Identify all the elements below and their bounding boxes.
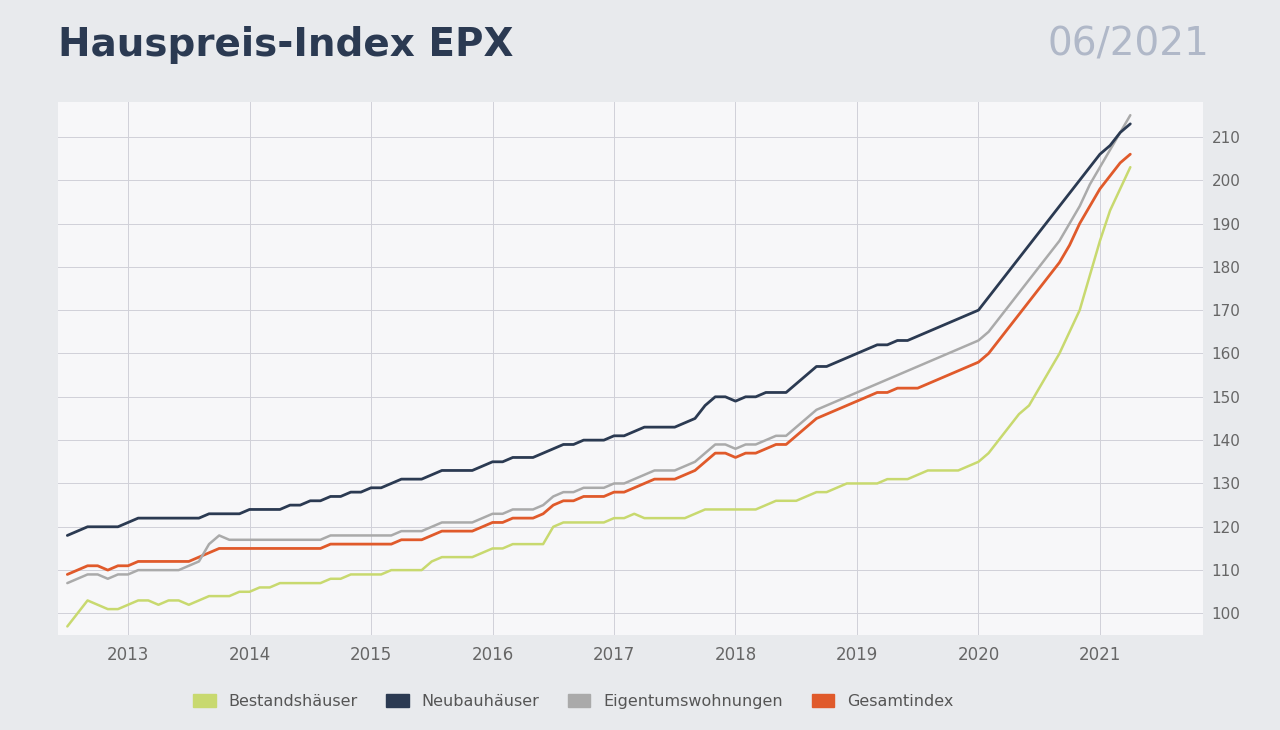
Legend: Bestandshäuser, Neubauhäuser, Eigentumswohnungen, Gesamtindex: Bestandshäuser, Neubauhäuser, Eigentums… — [187, 687, 960, 715]
Text: 06/2021: 06/2021 — [1048, 26, 1210, 64]
Text: Hauspreis-Index EPX: Hauspreis-Index EPX — [58, 26, 513, 64]
